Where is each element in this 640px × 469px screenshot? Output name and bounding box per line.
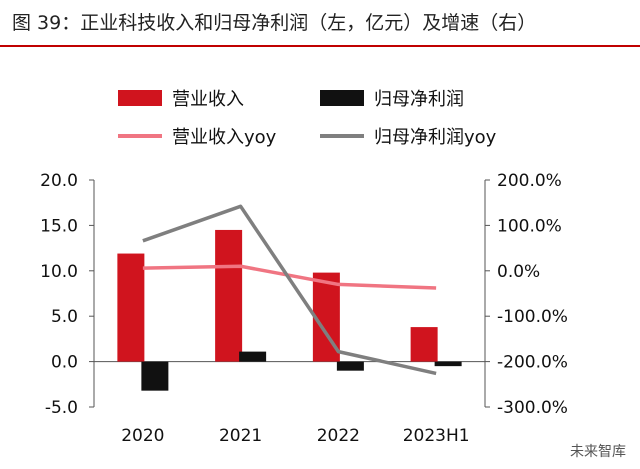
- legend-swatch: [118, 90, 162, 106]
- left-tick-label: 20.0: [40, 171, 78, 191]
- lines: [142, 204, 437, 376]
- title-underline: [0, 45, 640, 47]
- revenue-yoy-line: [142, 264, 437, 290]
- left-tick-label: -5.0: [45, 398, 78, 418]
- right-tick-label: -300.0%: [497, 398, 568, 418]
- x-category-label: 2023H1: [403, 426, 470, 446]
- x-category-label: 2022: [317, 426, 360, 446]
- net-profit-bar: [239, 351, 267, 362]
- left-tick-label: 5.0: [51, 307, 78, 327]
- revenue-bar: [215, 229, 243, 362]
- right-tick-label: -100.0%: [497, 307, 568, 327]
- legend-label: 归母净利润: [374, 89, 464, 110]
- chart-title: 图 39：正业科技收入和归母净利润（左，亿元）及增速（右）: [12, 12, 537, 34]
- net-profit-yoy-line: [142, 204, 437, 376]
- legend-label: 营业收入yoy: [172, 127, 277, 148]
- right-tick-label: -200.0%: [497, 353, 568, 373]
- right-tick-label: 0.0%: [497, 262, 540, 282]
- right-tick-label: 200.0%: [497, 171, 562, 191]
- revenue-bar: [117, 253, 145, 362]
- left-tick-label: 0.0: [51, 353, 78, 373]
- left-tick-label: 10.0: [40, 262, 78, 282]
- net-profit-bar: [336, 361, 364, 371]
- legend-label: 营业收入: [172, 89, 244, 110]
- left-tick-label: 15.0: [40, 216, 78, 236]
- x-category-label: 2020: [121, 426, 164, 446]
- revenue-bar: [410, 327, 438, 362]
- watermark: 未来智库: [566, 439, 630, 463]
- bars: [117, 229, 462, 391]
- x-category-label: 2021: [219, 426, 262, 446]
- net-profit-bar: [141, 361, 169, 391]
- legend-swatch: [320, 90, 364, 106]
- net-profit-bar: [434, 361, 462, 367]
- legend-label: 归母净利润yoy: [374, 127, 497, 148]
- right-tick-label: 100.0%: [497, 216, 562, 236]
- tick-labels: 20.0 15.0 10.0 5.0 0.0 -5.0 200.0% 100.0% 0.0% -1…: [40, 171, 568, 446]
